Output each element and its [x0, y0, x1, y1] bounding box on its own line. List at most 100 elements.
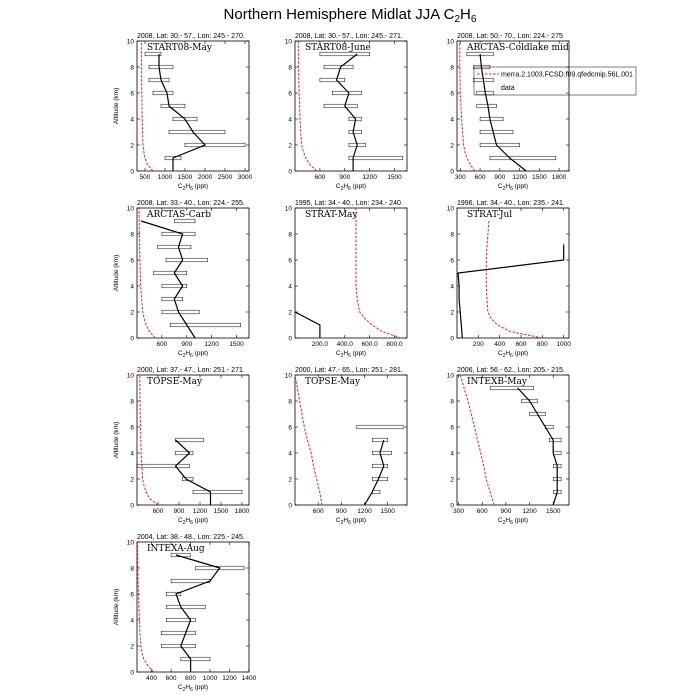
- model-profile-line: [485, 220, 543, 339]
- y-tick-label: 4: [130, 116, 134, 123]
- x-axis-label-part: (ppt): [513, 183, 528, 190]
- figure-title: Northern Hemisphere Midlat JJA C2H6: [224, 6, 477, 25]
- panel-4: 2008, Lat: 33.- 40., Lon: 224.- 255. 0 2 4 6…: [113, 200, 250, 359]
- y-tick-label: 6: [130, 591, 134, 598]
- obs-range-box: [153, 270, 188, 276]
- x-axis-label-part: (ppt): [193, 183, 208, 190]
- x-axis-label-part: H: [185, 684, 190, 691]
- obs-range-box: [180, 656, 211, 662]
- x-tick-label: 900: [181, 341, 192, 348]
- y-tick-label: 2: [130, 643, 134, 650]
- obs-range-box: [323, 103, 358, 109]
- obs-range-box: [161, 643, 196, 649]
- obs-range-box: [184, 142, 246, 148]
- x-tick-label: 1500: [214, 508, 229, 515]
- obs-range-box: [348, 129, 362, 135]
- obs-profile-line: [294, 311, 321, 338]
- obs-range-box: [165, 617, 196, 623]
- obs-range-box: [161, 283, 188, 289]
- panel-frame: [456, 374, 570, 506]
- y-tick-label: 8: [288, 231, 292, 238]
- panel-6: 1996, Lat: 34.- 40., Lon: 235.- 241. 0 2 4 6…: [447, 200, 572, 359]
- x-axis-label-part: 2: [341, 353, 344, 359]
- x-tick-label: 1500: [387, 174, 402, 181]
- model-profile-line: [294, 374, 323, 506]
- obs-range-box: [371, 476, 388, 482]
- x-tick-label: 1500: [546, 508, 561, 515]
- y-tick-label: 2: [130, 142, 134, 149]
- obs-range-box: [175, 450, 194, 456]
- y-tick-label: 4: [130, 283, 134, 290]
- campaign-label: ARCTAS-Carb: [146, 210, 211, 220]
- obs-range-box: [161, 296, 183, 302]
- x-axis-label-part: 6: [510, 353, 513, 359]
- legend-frame: [473, 66, 637, 96]
- y-tick-label: 6: [288, 424, 292, 431]
- x-axis-label-part: C: [498, 517, 503, 524]
- x-tick-label: 500: [140, 174, 151, 181]
- x-axis-label-part: 6: [510, 186, 513, 192]
- x-tick-label: 600: [166, 675, 177, 682]
- x-tick-label: 600: [314, 174, 325, 181]
- obs-range-box: [152, 90, 174, 96]
- x-axis-label-part: H: [343, 517, 348, 524]
- obs-range-box: [356, 424, 404, 430]
- x-tick-label: 1000: [158, 174, 173, 181]
- obs-profile-line: [158, 54, 207, 171]
- obs-range-box: [552, 450, 562, 456]
- y-tick-label: 8: [130, 565, 134, 572]
- y-tick-label: 8: [130, 398, 134, 405]
- x-tick-label: 1200: [193, 508, 208, 515]
- y-tick-label: 8: [450, 398, 454, 405]
- x-tick-label: 1500: [380, 508, 395, 515]
- obs-range-box: [168, 129, 226, 135]
- panel-title: 1996, Lat: 34.- 40., Lon: 235.- 241.: [457, 200, 565, 207]
- x-axis-label: C2H6 (ppt): [178, 183, 208, 192]
- x-axis-label-part: H: [185, 183, 190, 190]
- x-axis-label-part: 2: [503, 520, 506, 526]
- x-tick-label: 1500: [178, 174, 193, 181]
- y-tick-label: 4: [130, 617, 134, 624]
- x-axis-label: C2H6 (ppt): [498, 517, 528, 526]
- y-tick-label: 6: [288, 257, 292, 264]
- legend-data-label: data: [501, 85, 515, 92]
- obs-profile-line: [175, 554, 221, 672]
- y-tick-label: 4: [450, 283, 454, 290]
- panel-title: 2006, Lat: 56.- 62., Lon: 205.- 215.: [457, 367, 565, 374]
- panel-8: 2000, Lat: 47.- 65., Lon: 251.- 281. 0 2 4 6…: [285, 367, 408, 526]
- x-tick-label: 1200: [362, 174, 377, 181]
- obs-range-box: [371, 437, 388, 443]
- obs-range-box: [136, 463, 190, 469]
- x-tick-label: 1400: [242, 675, 257, 682]
- obs-range-box: [348, 155, 404, 161]
- panel-5: 1995, Lat: 34.- 40., Lon: 234.- 240. 0 2 4 6…: [285, 200, 408, 359]
- y-tick-label: 0: [288, 335, 292, 342]
- y-tick-label: 8: [288, 64, 292, 71]
- y-tick-label: 6: [450, 424, 454, 431]
- x-axis-label: C2H6 (ppt): [336, 183, 366, 192]
- panel-frame: [456, 207, 570, 339]
- x-tick-label: 1200: [357, 508, 372, 515]
- x-axis-label-part: 2: [183, 353, 186, 359]
- x-tick-label: 1200: [222, 675, 237, 682]
- obs-range-box: [319, 51, 370, 57]
- y-tick-label: 10: [447, 372, 455, 379]
- obs-range-box: [192, 489, 243, 495]
- x-axis-label-part: 2: [503, 353, 506, 359]
- x-axis-label-part: C: [178, 684, 183, 691]
- y-tick-label: 0: [450, 168, 454, 175]
- model-profile-line: [139, 374, 159, 506]
- obs-range-box: [172, 116, 198, 122]
- x-axis-label-part: 2: [183, 687, 186, 693]
- x-tick-label: 1200: [522, 508, 537, 515]
- x-tick-label: 1800: [235, 508, 250, 515]
- y-tick-label: 4: [450, 116, 454, 123]
- obs-range-box: [489, 385, 534, 391]
- y-tick-label: 8: [130, 64, 134, 71]
- y-tick-label: 8: [450, 231, 454, 238]
- x-tick-label: 900: [339, 174, 350, 181]
- x-axis-label-part: 6: [190, 520, 193, 526]
- x-axis-label-part: 6: [190, 186, 193, 192]
- y-tick-label: 6: [130, 424, 134, 431]
- x-axis-label-part: 2: [341, 520, 344, 526]
